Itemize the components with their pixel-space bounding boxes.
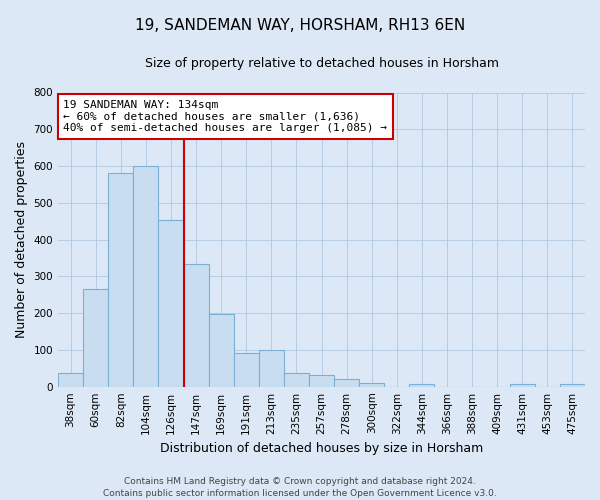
Bar xyxy=(409,384,434,386)
Bar xyxy=(359,383,384,386)
Y-axis label: Number of detached properties: Number of detached properties xyxy=(15,141,28,338)
Bar xyxy=(184,264,209,386)
Bar xyxy=(334,379,359,386)
X-axis label: Distribution of detached houses by size in Horsham: Distribution of detached houses by size … xyxy=(160,442,483,455)
Bar xyxy=(284,372,309,386)
Bar xyxy=(83,289,108,386)
Bar xyxy=(58,372,83,386)
Bar xyxy=(158,220,184,386)
Bar xyxy=(309,374,334,386)
Title: Size of property relative to detached houses in Horsham: Size of property relative to detached ho… xyxy=(145,58,499,70)
Bar xyxy=(560,384,585,386)
Text: 19, SANDEMAN WAY, HORSHAM, RH13 6EN: 19, SANDEMAN WAY, HORSHAM, RH13 6EN xyxy=(135,18,465,32)
Bar xyxy=(233,353,259,386)
Bar xyxy=(259,350,284,387)
Text: Contains HM Land Registry data © Crown copyright and database right 2024.
Contai: Contains HM Land Registry data © Crown c… xyxy=(103,476,497,498)
Bar xyxy=(209,314,233,386)
Bar xyxy=(108,172,133,386)
Bar xyxy=(510,384,535,386)
Bar xyxy=(133,166,158,386)
Text: 19 SANDEMAN WAY: 134sqm
← 60% of detached houses are smaller (1,636)
40% of semi: 19 SANDEMAN WAY: 134sqm ← 60% of detache… xyxy=(64,100,388,133)
